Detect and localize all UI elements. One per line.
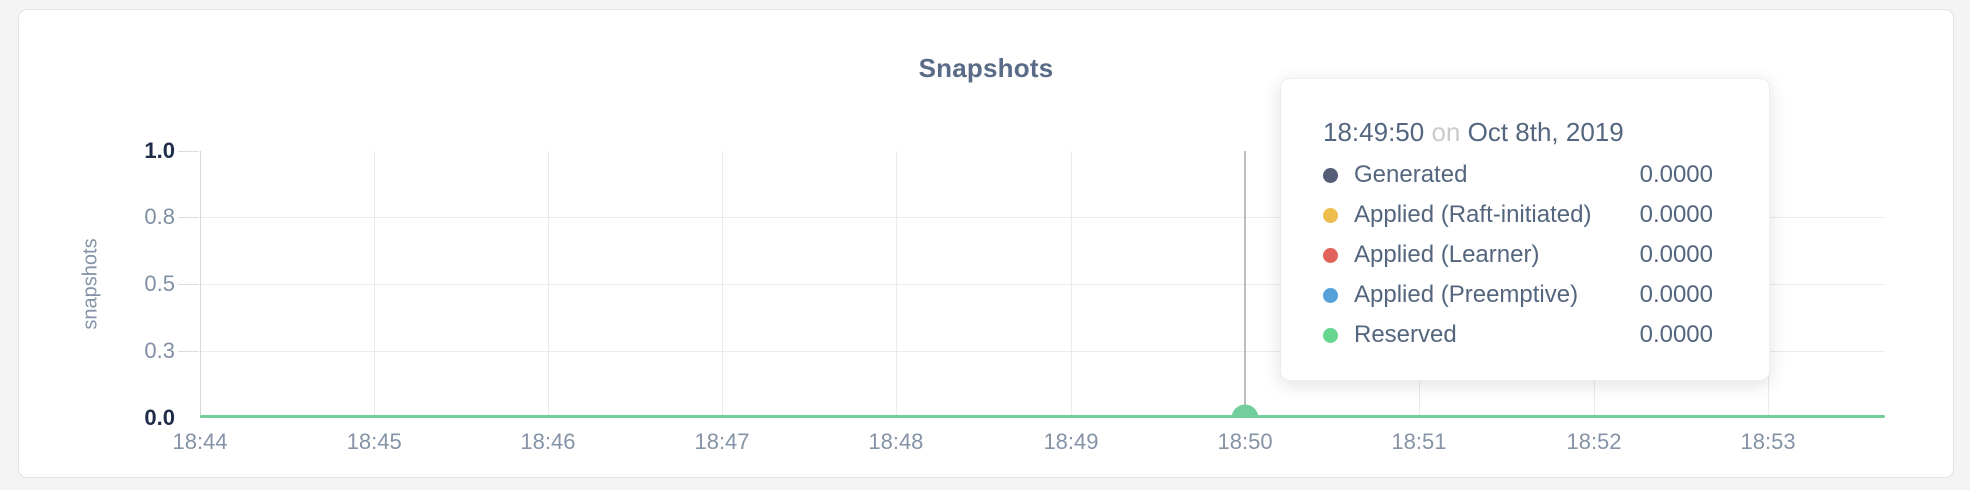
series-value: 0.0000: [1639, 161, 1713, 188]
chart-title: Snapshots: [918, 53, 1054, 83]
gridline-horizontal: [200, 351, 1885, 352]
gridline-vertical: [895, 151, 897, 418]
tooltip-row-reserved: Reserved 0.0000: [1323, 315, 1713, 355]
tooltip-row-applied-learner: Applied (Learner) 0.0000: [1323, 235, 1713, 275]
gridline-vertical: [1070, 151, 1072, 418]
gridline-vertical: [722, 151, 723, 418]
x-tick-label: 18:44: [172, 429, 228, 454]
x-tick-label: 18:49: [1043, 429, 1099, 454]
series-label: Applied (Raft-initiated): [1354, 201, 1592, 228]
legend-dot-reserved: [1323, 327, 1338, 343]
y-tick-label-0.8: 0.8: [144, 204, 175, 229]
y-tick-label-1.0: 1.0: [144, 138, 175, 163]
y-tick-mark: [178, 217, 199, 218]
y-tick-label-0.3: 0.3: [144, 338, 175, 363]
series-value: 0.0000: [1639, 241, 1713, 268]
tooltip-time: 18:49:50: [1323, 117, 1425, 147]
gridline-vertical: [547, 151, 549, 418]
x-tick-label: 18:52: [1566, 429, 1622, 454]
legend-dot-generated: [1323, 167, 1338, 183]
tooltip-row-generated: Generated 0.0000: [1323, 155, 1713, 195]
series-value: 0.0000: [1639, 281, 1713, 308]
chart-tooltip: 18:49:50 on Oct 8th, 2019 Generated 0.00…: [1280, 78, 1770, 381]
tooltip-row-applied-preemptive: Applied (Preemptive) 0.0000: [1323, 275, 1713, 315]
y-tick-label-0.0: 0.0: [144, 405, 175, 430]
legend-dot-applied-preemptive: [1323, 287, 1338, 303]
x-tick-label: 18:51: [1391, 429, 1447, 454]
series-label: Reserved: [1354, 321, 1457, 348]
hover-point: [1231, 404, 1259, 418]
series-value: 0.0000: [1639, 321, 1713, 348]
hover-crosshair: [1244, 151, 1247, 416]
legend-dot-applied-raft: [1323, 207, 1338, 223]
y-tick-mark: [178, 284, 199, 285]
x-axis: 18:44 18:45 18:46 18:47 18:48 18:49 18:5…: [172, 429, 1885, 457]
gridline-vertical: [374, 151, 376, 418]
tooltip-timestamp: 18:49:50 on Oct 8th, 2019: [1323, 115, 1713, 149]
y-tick-mark: [178, 351, 199, 352]
tooltip-connector: on: [1431, 117, 1461, 147]
x-tick-label: 18:50: [1217, 429, 1273, 454]
gridline-horizontal: [200, 217, 1885, 218]
x-tick-label: 18:46: [520, 429, 576, 454]
legend-dot-applied-learner: [1323, 247, 1338, 263]
series-label: Applied (Preemptive): [1354, 281, 1579, 308]
plot-area[interactable]: [200, 151, 1885, 418]
y-tick-mark: [178, 151, 199, 152]
x-tick-label: 18:48: [868, 429, 924, 454]
series-label: Applied (Learner): [1354, 241, 1540, 268]
x-tick-label: 18:45: [346, 429, 402, 454]
x-tick-label: 18:47: [694, 429, 750, 454]
y-axis-line: [200, 151, 201, 418]
series-value: 0.0000: [1639, 201, 1713, 228]
series-line-reserved: [200, 415, 1885, 418]
x-tick-label: 18:53: [1740, 429, 1796, 454]
tooltip-row-applied-raft: Applied (Raft-initiated) 0.0000: [1323, 195, 1713, 235]
series-label: Generated: [1354, 161, 1468, 188]
y-tick-label-0.5: 0.5: [144, 271, 175, 296]
gridline-horizontal: [200, 284, 1885, 285]
tooltip-date: Oct 8th, 2019: [1467, 117, 1624, 147]
